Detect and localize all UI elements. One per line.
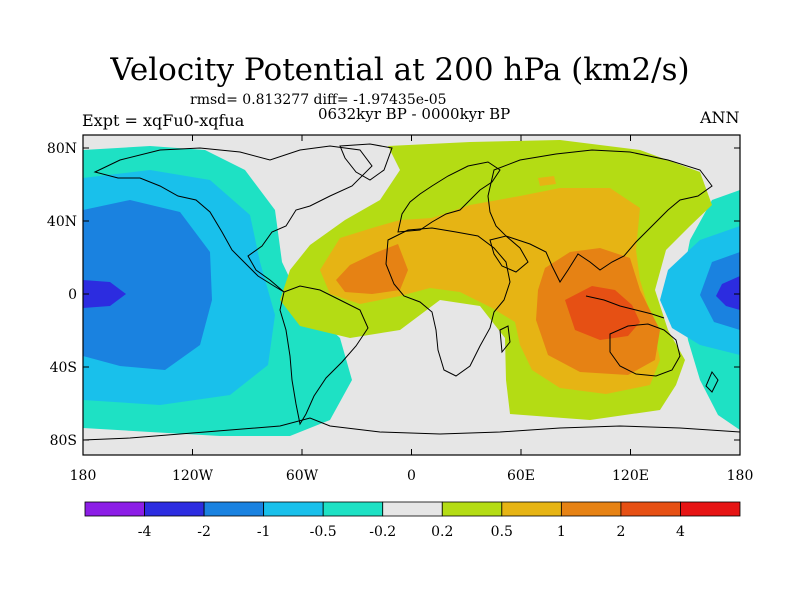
experiment-label: Expt = xqFu0-xqfua (82, 111, 245, 130)
colorbar-swatch (501, 501, 562, 517)
colorbar-swatch (144, 501, 205, 517)
colorbar-label: -0.5 (310, 524, 337, 540)
colorbar-swatch (84, 501, 145, 517)
y-tick-label: 40N (47, 214, 77, 230)
coast-indonesia (585, 295, 665, 319)
y-tick-label: 40S (50, 360, 77, 376)
contour-pacific-east-level-4 (716, 276, 740, 310)
season-label: ANN (700, 108, 740, 127)
y-tick-label: 0 (68, 287, 77, 303)
contour-pacific-west-level-3 (83, 200, 212, 370)
y-axis-ticks: 80N 40N 0 40S 80S (47, 141, 740, 449)
colorbar-swatch (441, 501, 503, 517)
colorbar-swatch (322, 501, 384, 517)
coast-antarctica (83, 417, 740, 441)
coast-arabia (489, 235, 529, 273)
colorbar-swatch (382, 501, 443, 517)
contour-pacific-west-level-4 (83, 280, 126, 308)
coast-australia (609, 323, 681, 377)
period-label: 0632kyr BP - 0000kyr BP (318, 105, 511, 123)
contour-field (83, 135, 740, 455)
y-tick-label: 80N (47, 141, 77, 157)
colorbar (84, 501, 741, 517)
colorbar-swatch (263, 501, 324, 517)
colorbar-swatch (560, 501, 622, 517)
coast-south-america (279, 285, 369, 426)
coastlines (83, 143, 740, 441)
x-tick-label: 60E (507, 468, 535, 484)
x-tick-label: 120W (172, 468, 214, 484)
colorbar-label: -1 (257, 524, 271, 540)
colorbar-swatch (203, 501, 265, 517)
colorbar-label: 4 (676, 524, 685, 540)
colorbar-label: 0.2 (431, 524, 453, 540)
coast-new-zealand (705, 371, 719, 393)
colorbar-swatch (680, 501, 741, 517)
x-axis-ticks: 180 120W 60W 0 60E 120E 180 (70, 135, 754, 484)
x-tick-label: 60W (286, 468, 319, 484)
colorbar-label: -0.2 (369, 524, 396, 540)
coast-madagascar (499, 325, 511, 354)
colorbar-label: -4 (138, 524, 152, 540)
contour-positive-level-4 (565, 286, 640, 340)
map-title: Velocity Potential at 200 hPa (km2/s) (110, 52, 690, 88)
coast-greenland (339, 143, 393, 181)
x-tick-label: 0 (407, 468, 416, 484)
colorbar-label: 2 (616, 524, 625, 540)
coast-europe (397, 161, 501, 233)
colorbar-swatch (620, 501, 681, 517)
coast-asia (487, 149, 713, 283)
x-tick-label: 180 (727, 468, 754, 484)
colorbar-label: 1 (557, 524, 566, 540)
colorbar-label: 0.5 (491, 524, 513, 540)
y-tick-label: 80S (50, 433, 77, 449)
coast-africa (385, 227, 511, 377)
coast-north-america (93, 145, 373, 293)
colorbar-labels: -4 -2 -1 -0.5 -0.2 0.2 0.5 1 2 4 (138, 524, 685, 540)
contour-positive-small-nw-eurasia (538, 176, 556, 186)
x-tick-label: 180 (70, 468, 97, 484)
colorbar-label: -2 (197, 524, 211, 540)
contour-positive-level-3 (336, 244, 408, 294)
rmsd-diff-stats: rmsd= 0.813277 diff= -1.97435e-05 (190, 92, 447, 108)
x-tick-label: 120E (612, 468, 649, 484)
